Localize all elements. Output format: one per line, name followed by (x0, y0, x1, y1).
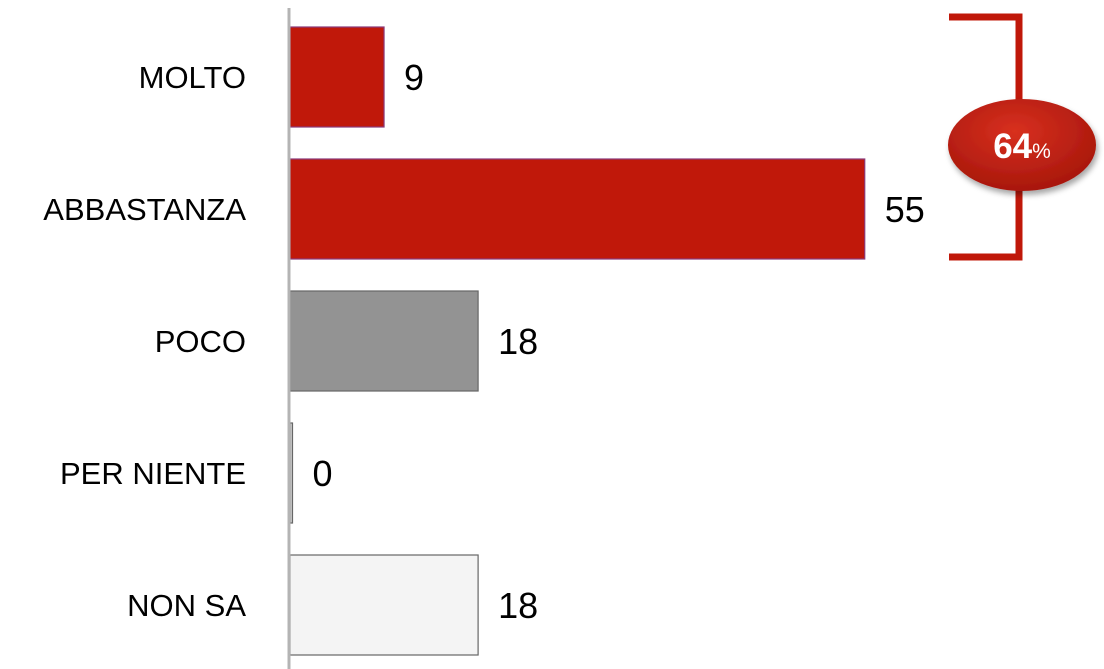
category-label: PER NIENTE (60, 456, 246, 491)
category-labels: MOLTO ABBASTANZA POCO PER NIENTE NON SA (43, 60, 246, 623)
bar-poco (289, 290, 479, 392)
category-label: POCO (155, 324, 246, 359)
value-labels: 9 55 18 0 18 (313, 57, 925, 626)
category-label: MOLTO (139, 60, 246, 95)
category-label: NON SA (127, 588, 246, 623)
value-label: 9 (404, 57, 424, 98)
bar-molto (289, 26, 385, 128)
total-badge (948, 99, 1096, 191)
total-value: 64 (993, 127, 1032, 166)
total-unit: % (1032, 140, 1051, 163)
value-label: 0 (313, 453, 333, 494)
value-label: 18 (498, 321, 538, 362)
value-label: 18 (498, 585, 538, 626)
value-label: 55 (885, 189, 925, 230)
bar-non-sa (289, 554, 479, 656)
category-label: ABBASTANZA (43, 192, 246, 227)
bar-abbastanza (289, 158, 866, 260)
total-annotation: 64% (948, 13, 1096, 261)
total-value-text: 64% (993, 127, 1051, 166)
bars-group (289, 26, 866, 656)
